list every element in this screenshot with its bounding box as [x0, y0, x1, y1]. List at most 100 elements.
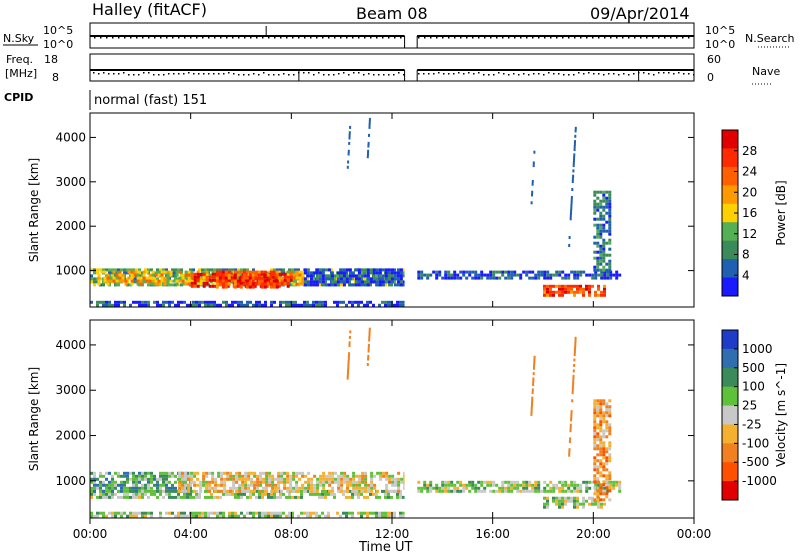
nave-dot	[93, 72, 95, 74]
nsearch-dot	[328, 37, 330, 39]
nsearch-dot	[574, 37, 576, 39]
echo-streak-0	[572, 377, 575, 381]
echo-streak-3	[367, 144, 370, 148]
echo-streak-0	[572, 374, 575, 378]
echo-streak-3	[366, 155, 369, 159]
echo-streak-3	[367, 357, 370, 361]
nave-dot	[613, 73, 615, 75]
nsearch-dot	[532, 37, 534, 39]
nave-dot	[688, 73, 690, 75]
echo-streak-0	[573, 358, 576, 362]
freq-panel	[89, 53, 695, 82]
nave-dot	[328, 74, 330, 76]
nsearch-dot	[670, 37, 672, 39]
nsearch-dot	[190, 37, 192, 39]
echo-streak-1	[533, 358, 536, 362]
echo-streak-0	[574, 134, 577, 138]
echo-streak-2	[347, 363, 350, 366]
nave-dot	[663, 72, 665, 74]
nsearch-dot	[334, 37, 336, 39]
nsearch-dot	[568, 37, 570, 39]
nave-dot	[258, 74, 260, 76]
nave-dot	[453, 73, 455, 75]
nave-dot	[183, 73, 185, 75]
echo-streak-3	[368, 120, 371, 124]
colorbar-swatch-3	[722, 386, 738, 407]
echo-streak-2	[347, 357, 350, 361]
echo-streak-3	[368, 123, 371, 127]
nsearch-dot	[460, 37, 462, 39]
colorbar-swatch-4	[722, 405, 738, 425]
nave-dot	[608, 73, 610, 75]
y-tick-label-1000: 1000	[55, 264, 86, 278]
nsearch-dot	[526, 37, 528, 39]
echo-streak-2	[347, 160, 350, 164]
echo-streak-3	[367, 149, 370, 153]
colorbar-swatch-3	[722, 185, 738, 205]
echo-streak-0	[573, 145, 576, 149]
nsearch-dot	[472, 37, 474, 39]
y-tick-label-2000: 2000	[55, 429, 86, 443]
colorbar-swatch-5	[722, 222, 738, 242]
nave-dot	[243, 74, 245, 76]
echo-streak-2	[348, 341, 351, 345]
echo-streak-2	[348, 141, 351, 145]
nsearch-dot	[466, 37, 468, 39]
data-gap	[404, 113, 418, 307]
x-tick-label-1: 04:00	[173, 527, 208, 541]
nsearch-dot	[478, 37, 480, 39]
nsearch-dot	[688, 37, 690, 39]
colorbar-swatch-5	[722, 424, 738, 444]
colorbar-label: Velocity [m s^-1]	[774, 363, 788, 467]
echo-streak-0	[569, 423, 572, 427]
nave-dot	[203, 73, 205, 75]
echo-streak-0	[568, 236, 571, 239]
echo-streak-0	[569, 426, 572, 430]
nave-dot	[593, 73, 595, 75]
nsearch-dot	[298, 37, 300, 39]
echo-streak-2	[349, 125, 352, 129]
echo-streak-0	[573, 142, 576, 146]
echo-streak-0	[569, 217, 572, 221]
noise-tick-bottom-left: 10^0	[43, 38, 73, 51]
echo-streak-0	[572, 169, 575, 173]
echo-streak-2	[347, 371, 349, 375]
colorbar-tick-label-3: 25	[742, 399, 757, 413]
echo-streak-0	[571, 180, 574, 183]
nave-dot	[518, 74, 520, 76]
nave-dot	[668, 72, 670, 74]
echo-streak-2	[348, 131, 351, 135]
nave-tick-top: 60	[707, 53, 721, 66]
echo-streak-0	[571, 399, 574, 403]
colorbar-swatch-6	[722, 240, 738, 260]
echo-streak-3	[368, 117, 371, 121]
velocity-colorbar: 1000 500 100 25 -25 -100 -500 -1000 Velocity [m …	[721, 329, 788, 501]
nsearch-dot	[610, 37, 612, 39]
nave-dot	[293, 74, 295, 76]
nave-dot	[273, 74, 275, 76]
nsearch-dot	[646, 37, 648, 39]
nave-dot	[503, 73, 505, 75]
colorbar-frame	[721, 329, 739, 501]
colorbar-tick-label-0: 1000	[742, 342, 773, 356]
freq-traces	[90, 69, 695, 81]
x-tick-label-0: 00:00	[73, 527, 108, 541]
echo-streak-3	[368, 338, 371, 342]
nave-dot	[643, 72, 645, 74]
nsearch-dot	[550, 37, 552, 39]
echo-streak-3	[368, 330, 371, 334]
echo-streak-1	[531, 180, 534, 183]
nsearch-dot	[322, 37, 324, 39]
nsearch-dot	[580, 37, 582, 39]
colorbar-swatch-1	[722, 348, 738, 369]
nave-dot	[213, 73, 215, 75]
echo-streak-3	[367, 152, 369, 156]
echo-streak-0	[573, 353, 576, 357]
echo-streak-1	[531, 193, 533, 197]
echo-streak-1	[532, 383, 535, 386]
x-tick-label-3: 12:00	[375, 527, 410, 541]
nsearch-dot	[520, 37, 522, 39]
nave-dot	[163, 74, 165, 76]
echo-streak-0	[568, 244, 571, 247]
nsearch-dot	[652, 37, 654, 39]
